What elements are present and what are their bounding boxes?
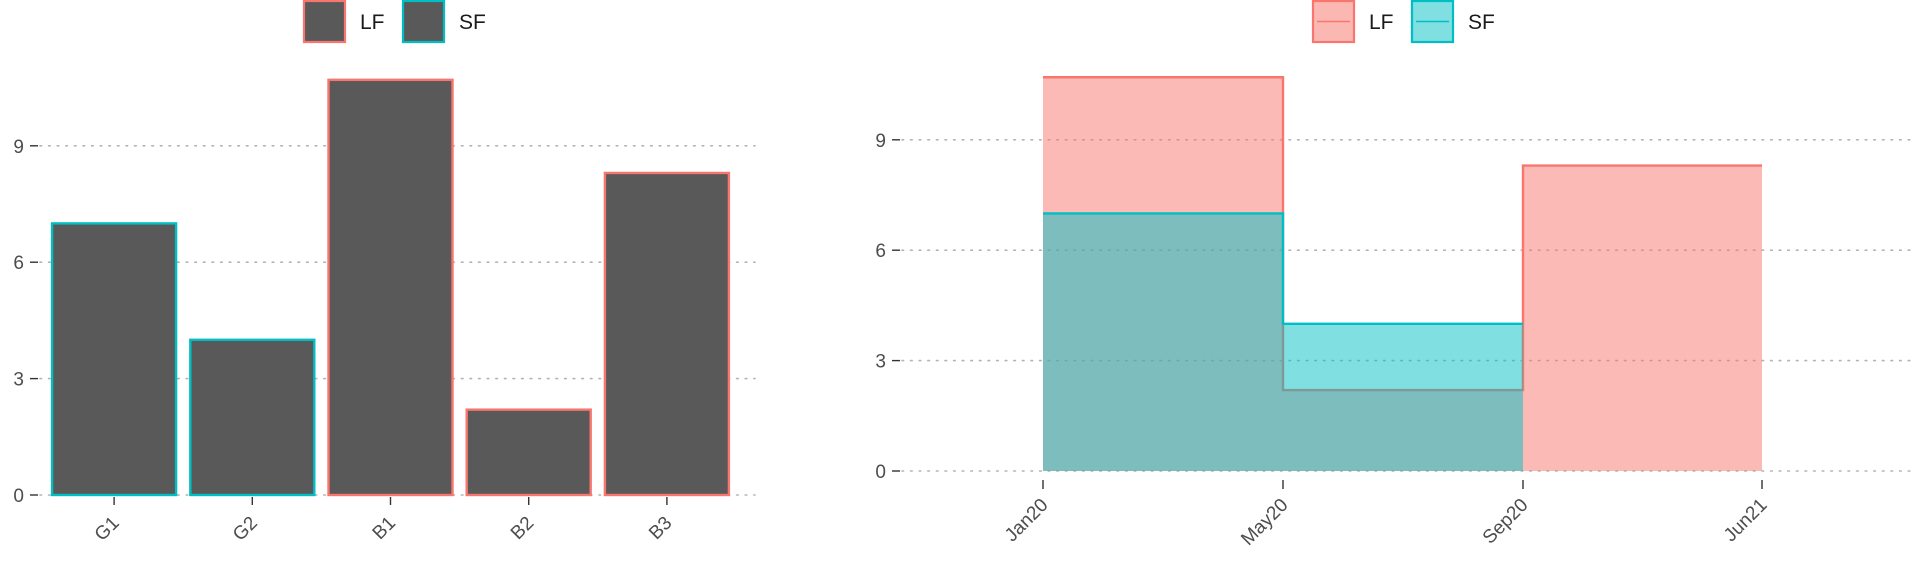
x-tick-label: B2 [507,513,538,544]
legend-label-lf: LF [360,11,385,34]
x-tick-label: B1 [369,513,400,544]
x-tick-label: B3 [645,513,676,544]
legend: LF SF [1311,0,1495,44]
y-tick-label: 3 [13,370,24,391]
area-sf [1043,213,1523,471]
legend-label-sf: SF [459,11,486,34]
y-tick-label: 3 [875,352,886,373]
x-tick-label: G2 [229,513,262,546]
y-tick-label: 0 [875,462,886,483]
bar-g2 [189,338,316,497]
bar-g1 [50,222,178,497]
x-tick-label: May20 [1237,495,1292,550]
bar-b2 [465,408,592,497]
x-tick-label: Jun21 [1720,495,1771,546]
y-tick-label: 9 [875,131,886,152]
y-tick-label: 9 [13,137,24,158]
y-tick-label: 6 [875,241,886,262]
x-tick-label: Jan20 [1001,495,1052,546]
legend-label-lf: LF [1369,11,1394,34]
bar-chart: 0 3 6 9 G1 G2 B1 B2 B3 LF SF [13,0,756,546]
legend-swatch-lf [302,0,347,44]
x-tick-label: Sep20 [1479,495,1533,549]
legend-label-sf: SF [1468,11,1495,34]
x-tick-label: G1 [91,513,124,546]
legend: LF SF [302,0,486,44]
step-area-chart: 0 3 6 9 Jan20 May20 Sep20 Jun21 LF SF [875,0,1916,550]
line-sf [1043,212,1523,325]
bar-b3 [603,171,731,497]
bar-b1 [327,78,454,497]
y-tick-label: 6 [13,253,24,274]
y-tick-label: 0 [13,486,24,507]
legend-swatch-sf [401,0,446,44]
